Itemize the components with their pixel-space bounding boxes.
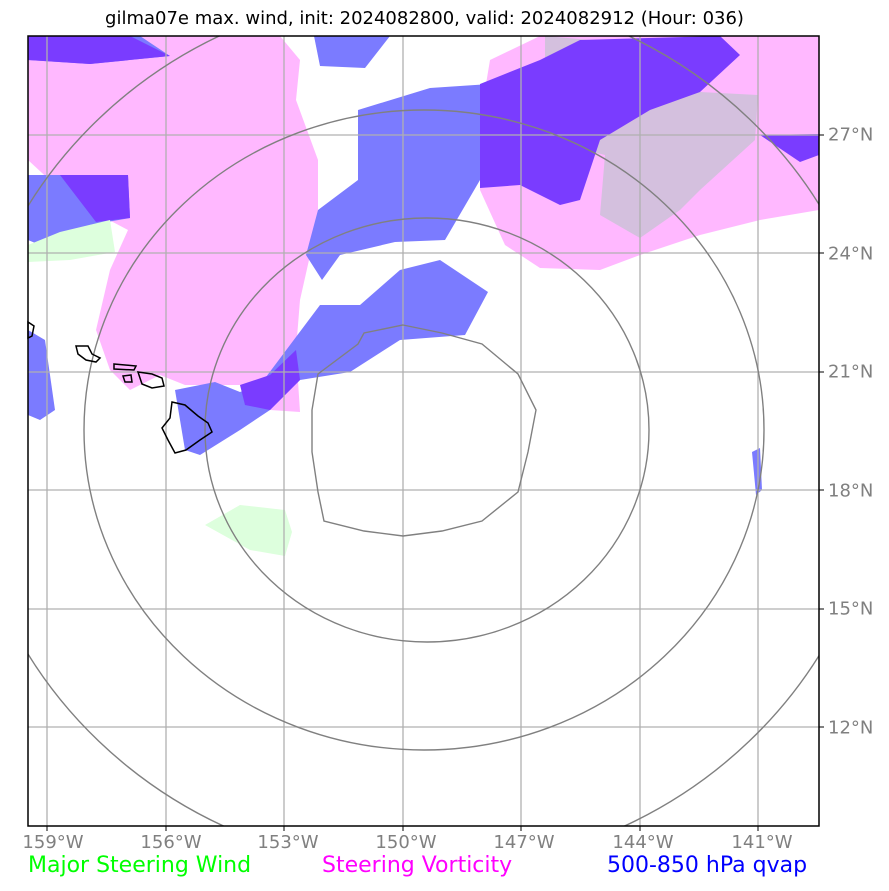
lat-label-18n: 18°N bbox=[828, 480, 874, 502]
map-title: gilma07e max. wind, init: 2024082800, va… bbox=[105, 8, 744, 29]
graticule bbox=[28, 36, 819, 826]
lon-label-153w: 153°W bbox=[257, 832, 319, 853]
island-lanai bbox=[121, 374, 133, 383]
lon-label-141w: 141°W bbox=[731, 832, 793, 853]
lat-label-12n: 12°N bbox=[828, 717, 874, 739]
lat-label-15n: 15°N bbox=[828, 598, 874, 620]
lon-label-159w: 159°W bbox=[22, 832, 84, 853]
lat-label-21n: 21°N bbox=[828, 361, 874, 383]
steering-wind-fill bbox=[28, 220, 292, 556]
range-ring-inner bbox=[311, 324, 537, 537]
lon-label-156w: 156°W bbox=[140, 832, 202, 853]
vorticity-qvap-overlap bbox=[28, 36, 819, 410]
lat-label-24n: 24°N bbox=[828, 243, 874, 265]
legend-qvap: 500-850 hPa qvap bbox=[607, 853, 808, 878]
range-ring-outer bbox=[83, 109, 765, 751]
island-maui bbox=[136, 371, 165, 389]
range-rings bbox=[28, 36, 819, 826]
x-ticks bbox=[46, 826, 759, 831]
range-ring-middle bbox=[204, 217, 650, 643]
island-oahu bbox=[75, 345, 102, 363]
legend-steering-vorticity: Steering Vorticity bbox=[322, 853, 513, 878]
y-ticks bbox=[819, 134, 824, 728]
island-big-island bbox=[161, 401, 213, 454]
map-frame bbox=[27, 35, 820, 827]
data-layers bbox=[28, 36, 819, 556]
lon-label-147w: 147°W bbox=[493, 832, 555, 853]
lat-label-27n: 27°N bbox=[828, 124, 874, 146]
island-molokai bbox=[113, 363, 138, 371]
lon-label-150w: 150°W bbox=[375, 832, 437, 853]
lon-label-144w: 144°W bbox=[612, 832, 674, 853]
legend-major-steering-wind: Major Steering Wind bbox=[28, 853, 252, 878]
